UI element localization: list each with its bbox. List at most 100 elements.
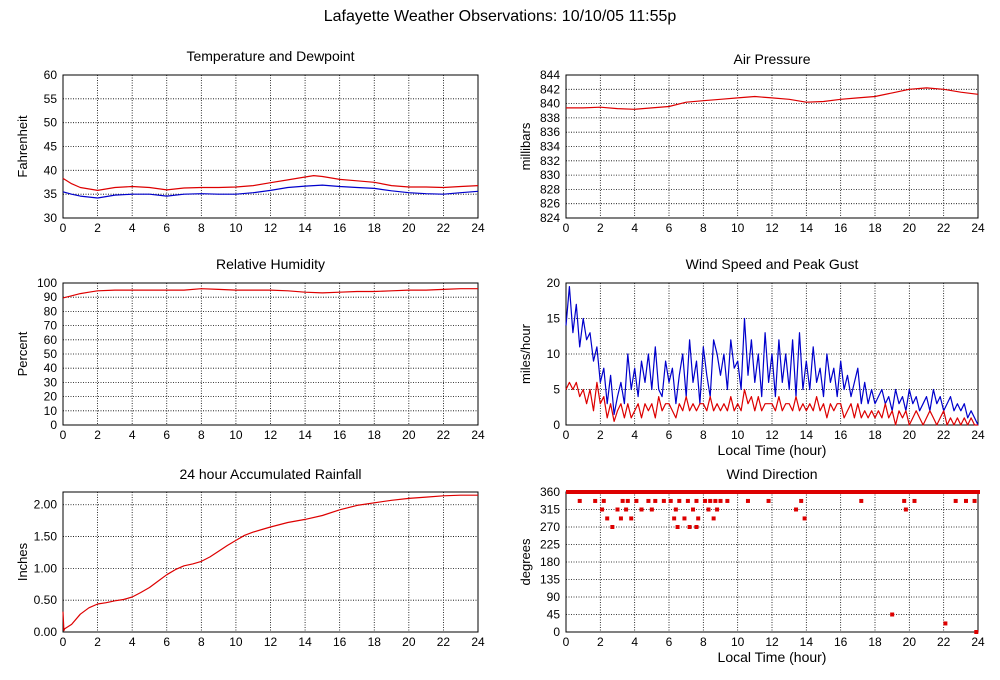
y-tick-label: 0 (553, 418, 560, 432)
x-tick-label: 24 (971, 635, 985, 649)
data-point (706, 507, 711, 512)
x-tick-label: 18 (368, 635, 382, 649)
y-tick-label: 830 (540, 168, 560, 182)
y-tick-label: 828 (540, 182, 560, 196)
x-tick-label: 24 (971, 428, 985, 442)
x-tick-label: 12 (264, 221, 278, 235)
y-tick-label: 836 (540, 125, 560, 139)
y-tick-label: 40 (44, 361, 58, 375)
y-tick-label: 35 (44, 187, 58, 201)
data-point (625, 498, 630, 503)
x-tick-label: 10 (229, 221, 243, 235)
x-tick-label: 14 (800, 428, 814, 442)
x-tick-label: 12 (765, 428, 779, 442)
data-point (902, 498, 907, 503)
series-line-0 (566, 87, 979, 110)
data-point (624, 507, 629, 512)
x-tick-label: 4 (631, 428, 638, 442)
series-line-1 (62, 184, 479, 199)
data-point (718, 498, 723, 503)
series-line-0 (62, 175, 479, 191)
x-tick-label: 8 (700, 221, 707, 235)
y-tick-label: 1.50 (34, 530, 58, 544)
x-tick-label: 6 (666, 428, 673, 442)
y-tick-label: 10 (547, 347, 561, 361)
x-tick-label: 16 (333, 635, 347, 649)
x-tick-label: 2 (94, 428, 101, 442)
x-tick-label: 8 (700, 635, 707, 649)
y-tick-label: 135 (540, 573, 560, 587)
x-tick-label: 2 (597, 635, 604, 649)
data-point (682, 516, 687, 521)
y-tick-label: 180 (540, 555, 560, 569)
x-tick-label: 22 (437, 428, 451, 442)
data-point (691, 507, 696, 512)
y-tick-label: 20 (547, 276, 561, 290)
y-tick-label: 50 (44, 116, 58, 130)
chart-title: 24 hour Accumulated Rainfall (179, 466, 361, 482)
data-point (685, 498, 690, 503)
x-tick-label: 18 (368, 221, 382, 235)
data-point (708, 498, 713, 503)
data-point (620, 498, 625, 503)
y-axis-label: Inches (15, 542, 30, 581)
y-tick-label: 838 (540, 111, 560, 125)
data-point (802, 516, 807, 521)
chart-humidity: 0 2 4 6 8 10 12 14 16 18 20 22 240102030405060708090… (15, 256, 485, 442)
x-tick-label: 0 (563, 635, 570, 649)
data-point (713, 498, 718, 503)
x-tick-label: 12 (264, 635, 278, 649)
y-tick-label: 5 (553, 383, 560, 397)
data-point (703, 498, 708, 503)
y-tick-label: 90 (44, 290, 58, 304)
data-point (694, 525, 699, 529)
y-tick-label: 45 (44, 140, 58, 154)
x-tick-label: 24 (971, 221, 985, 235)
y-tick-label: 1.00 (34, 561, 58, 575)
x-tick-label: 18 (868, 635, 882, 649)
x-tick-label: 0 (60, 221, 67, 235)
data-point (903, 507, 908, 512)
y-tick-label: 70 (44, 319, 58, 333)
data-point (668, 498, 673, 503)
x-tick-label: 22 (937, 221, 951, 235)
x-tick-label: 0 (563, 221, 570, 235)
y-tick-label: 100 (37, 276, 57, 290)
y-tick-label: 842 (540, 82, 560, 96)
data-point (605, 516, 610, 521)
y-tick-label: 45 (547, 608, 561, 622)
x-tick-label: 22 (937, 428, 951, 442)
y-tick-label: 0 (50, 418, 57, 432)
x-tick-label: 6 (666, 635, 673, 649)
data-point (639, 507, 644, 512)
data-point (943, 621, 948, 626)
x-tick-label: 10 (731, 221, 745, 235)
data-point (634, 498, 639, 503)
data-point (890, 612, 895, 617)
data-point (715, 507, 720, 512)
y-tick-label: 832 (540, 154, 560, 168)
y-tick-label: 60 (44, 333, 58, 347)
y-axis-label: Percent (15, 331, 30, 376)
x-tick-label: 6 (163, 221, 170, 235)
x-tick-label: 22 (437, 221, 451, 235)
x-tick-label: 6 (163, 635, 170, 649)
x-axis-label: Local Time (hour) (718, 442, 827, 458)
y-axis-label: millibars (518, 122, 533, 170)
data-point (629, 516, 634, 521)
data-point (725, 498, 730, 503)
y-tick-label: 90 (547, 590, 561, 604)
x-tick-label: 18 (868, 221, 882, 235)
data-point (696, 516, 701, 521)
y-tick-label: 0.50 (34, 593, 58, 607)
chart-rain: 0 2 4 6 8 10 12 14 16 18 20 22 240.000.501.001.502.0… (15, 466, 485, 649)
data-point (799, 498, 804, 503)
x-tick-label: 14 (298, 221, 312, 235)
data-point (577, 498, 582, 503)
x-tick-label: 20 (903, 635, 917, 649)
data-point (649, 507, 654, 512)
data-point (615, 507, 620, 512)
chart-title: Temperature and Dewpoint (186, 48, 354, 64)
